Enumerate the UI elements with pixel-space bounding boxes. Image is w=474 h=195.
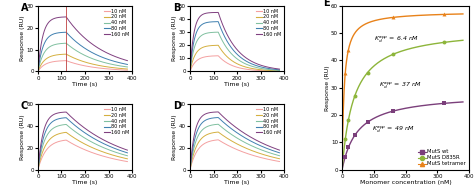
Legend: 10 nM, 20 nM, 40 nM, 80 nM, 160 nM: 10 nM, 20 nM, 40 nM, 80 nM, 160 nM (255, 8, 282, 37)
Point (364, 71, 371, 74)
Point (341, 72, 349, 75)
X-axis label: Time (s): Time (s) (73, 180, 98, 185)
Text: $K_d^{app}$ = 49 nM: $K_d^{app}$ = 49 nM (372, 125, 416, 135)
Y-axis label: Response (RU): Response (RU) (173, 16, 177, 61)
X-axis label: Time (s): Time (s) (224, 82, 250, 87)
Point (341, 138, 349, 141)
Point (440, 13, 447, 16)
Text: D: D (173, 101, 181, 111)
Point (389, 16, 397, 19)
X-axis label: Time (s): Time (s) (73, 82, 98, 87)
Point (345, 48, 352, 51)
Text: $K_d^{app}$ = 37 nM: $K_d^{app}$ = 37 nM (379, 81, 422, 91)
Legend: 10 nM, 20 nM, 40 nM, 80 nM, 160 nM: 10 nM, 20 nM, 40 nM, 80 nM, 160 nM (103, 8, 130, 37)
Y-axis label: Response (RU): Response (RU) (20, 16, 26, 61)
Point (364, 121, 371, 124)
Point (345, 146, 352, 149)
Legend: MutS wt, MutS D835R, MutS tetramer: MutS wt, MutS D835R, MutS tetramer (417, 149, 466, 167)
Text: B: B (173, 3, 181, 12)
Point (351, 134, 359, 137)
X-axis label: Monomer concentration (nM): Monomer concentration (nM) (360, 180, 452, 185)
Point (351, 94, 359, 98)
Legend: 10 nM, 20 nM, 40 nM, 80 nM, 160 nM: 10 nM, 20 nM, 40 nM, 80 nM, 160 nM (255, 106, 282, 136)
Y-axis label: Response (RU): Response (RU) (325, 65, 329, 111)
Y-axis label: Response (RU): Response (RU) (173, 114, 177, 160)
Point (440, 102, 447, 105)
Text: A: A (21, 3, 28, 12)
Text: C: C (21, 101, 28, 111)
Point (341, 155, 349, 158)
Y-axis label: Response (RU): Response (RU) (20, 114, 26, 160)
Legend: 10 nM, 20 nM, 40 nM, 80 nM, 160 nM: 10 nM, 20 nM, 40 nM, 80 nM, 160 nM (103, 106, 130, 136)
X-axis label: Time (s): Time (s) (224, 180, 250, 185)
Point (389, 110, 397, 113)
Point (345, 118, 352, 121)
Text: E: E (323, 0, 329, 8)
Point (440, 41, 447, 44)
Text: $K_d^{app}$ = 6.4 nM: $K_d^{app}$ = 6.4 nM (374, 35, 419, 45)
Point (389, 53, 397, 56)
